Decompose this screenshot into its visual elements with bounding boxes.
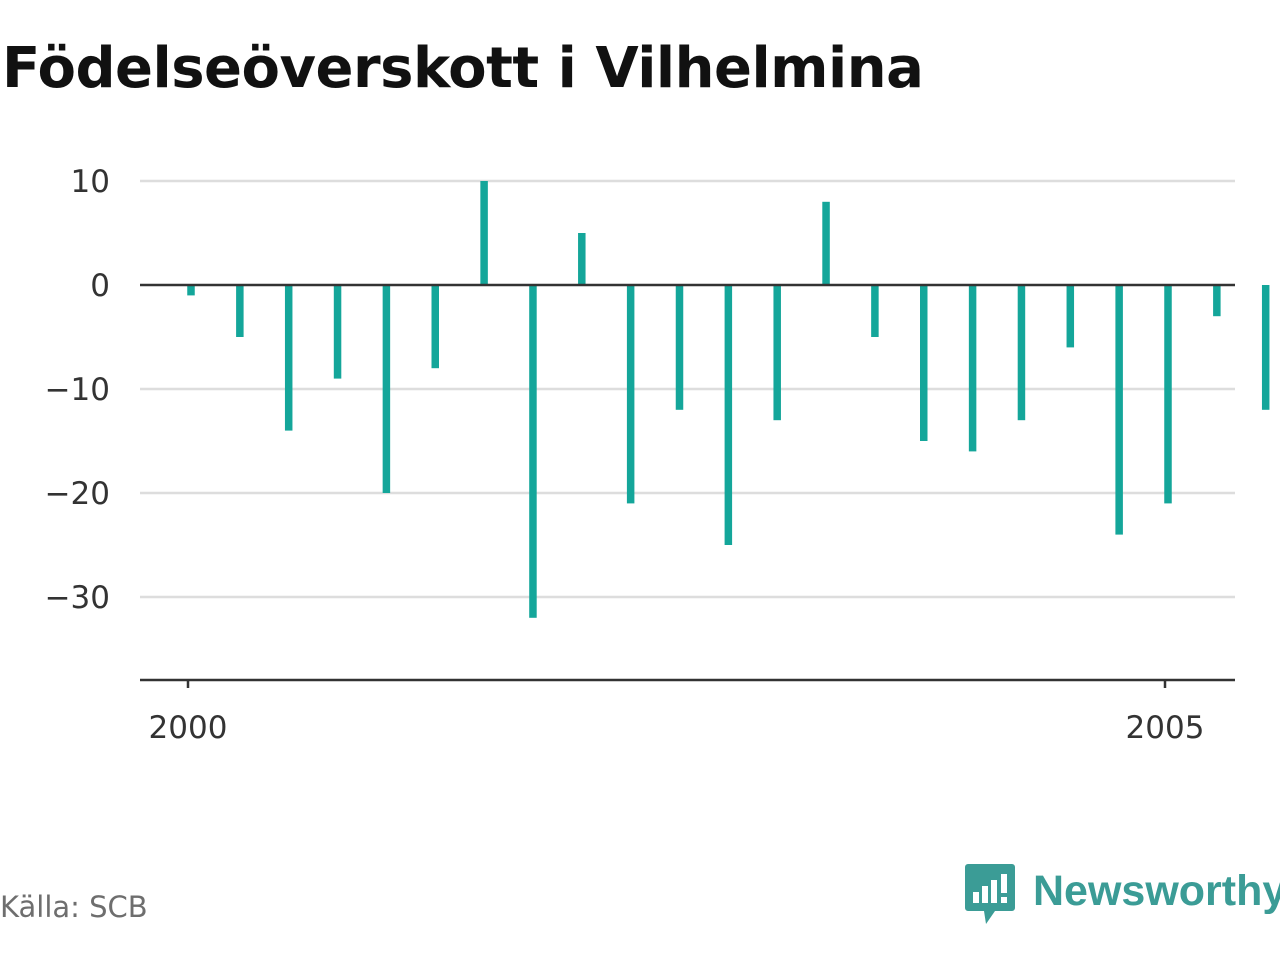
bar (1115, 285, 1123, 535)
bar (529, 285, 537, 618)
bar (1017, 285, 1026, 421)
bar (431, 285, 439, 369)
bar (480, 181, 488, 285)
bar (968, 285, 977, 452)
bar (822, 201, 830, 285)
bar (382, 285, 391, 493)
brand[interactable]: Newsworthy (965, 863, 1280, 927)
y-tick-label: 10 (71, 164, 110, 200)
brand-name: Newsworthy (1033, 866, 1280, 915)
x-tick-label: 2000 (149, 710, 228, 746)
y-tick-label: −20 (45, 476, 110, 512)
y-tick-label: −10 (45, 372, 110, 408)
bar (1164, 285, 1172, 504)
bar (578, 233, 586, 285)
bar (236, 285, 244, 337)
bar (675, 285, 684, 410)
axes (140, 283, 1235, 688)
bar (187, 285, 195, 296)
tick-labels: 100−10−20−30200020052010201520202025 (45, 164, 1205, 746)
grid-lines (140, 179, 1235, 599)
newsworthy-logo-icon (965, 864, 1015, 924)
bar (724, 285, 733, 545)
bars (187, 181, 1270, 618)
bar (871, 285, 879, 337)
source-note: Källa: SCB (0, 890, 148, 924)
bar (626, 285, 635, 504)
bar (333, 285, 342, 379)
y-tick-label: 0 (90, 268, 110, 304)
bar (1261, 285, 1270, 410)
y-tick-label: −30 (45, 580, 110, 616)
x-tick-label: 2005 (1126, 710, 1205, 746)
bar (920, 285, 928, 441)
bar (773, 285, 781, 421)
bar (1213, 285, 1221, 317)
chart-title: Födelseöverskott i Vilhelmina (2, 36, 924, 101)
bar (1066, 285, 1075, 348)
bar (284, 285, 293, 431)
